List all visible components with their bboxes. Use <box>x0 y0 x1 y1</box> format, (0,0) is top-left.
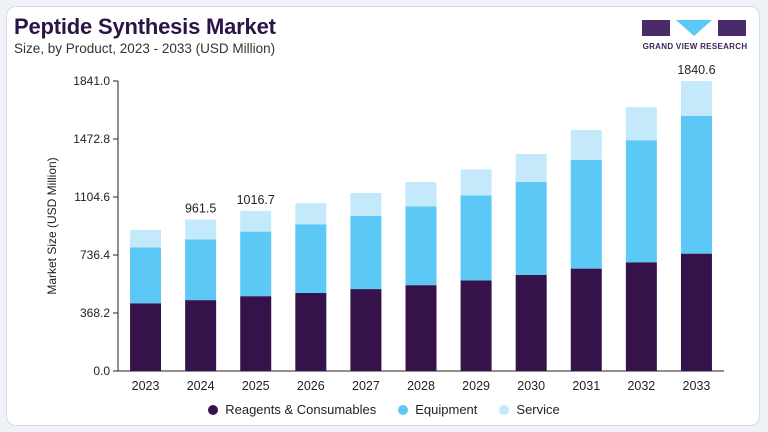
legend-item-reagents: Reagents & Consumables <box>208 402 376 417</box>
logo-mark-icon <box>642 20 746 36</box>
x-tick-label: 2028 <box>407 379 435 393</box>
data-label: 1016.7 <box>237 193 275 207</box>
x-tick-label: 2025 <box>242 379 270 393</box>
legend-label-service: Service <box>516 402 560 417</box>
y-tick-label: 1104.6 <box>74 190 110 204</box>
bar-segment-service <box>185 219 217 240</box>
chart-title: Peptide Synthesis Market <box>14 14 276 39</box>
bar-segment-equipment <box>570 159 602 269</box>
x-tick-label: 2027 <box>352 379 380 393</box>
bar-segment-service <box>680 81 712 116</box>
bar-segment-equipment <box>185 239 217 301</box>
bar-segment-service <box>570 129 602 160</box>
y-tick-label: 736.4 <box>80 248 110 262</box>
x-tick-label: 2033 <box>683 379 711 393</box>
bar-segment-equipment <box>515 181 547 275</box>
y-tick-label: 1841.0 <box>73 74 110 88</box>
bar-segment-reagents <box>570 268 602 371</box>
stacked-bar-chart: 0.0 368.2 736.4 1104.6 1472.8 1841.0 Market Si… <box>45 63 724 393</box>
x-tick-label: 2029 <box>462 379 490 393</box>
bar-segment-equipment <box>680 115 712 254</box>
data-label: 961.5 <box>185 202 216 216</box>
x-tick-label: 2030 <box>517 379 545 393</box>
bar-segment-reagents <box>130 303 162 371</box>
bar-segment-equipment <box>625 140 657 263</box>
bar-segment-service <box>515 153 547 182</box>
legend-swatch-equipment <box>398 404 409 415</box>
legend-item-equipment: Equipment <box>398 402 477 417</box>
bar-segment-service <box>625 107 657 141</box>
bar-segment-equipment <box>350 215 382 290</box>
bar-segment-service <box>405 181 437 207</box>
bar-segment-reagents <box>185 300 217 371</box>
bar-segment-service <box>130 230 162 248</box>
bar-segment-service <box>350 192 382 216</box>
legend-label-reagents: Reagents & Consumables <box>225 402 377 417</box>
bar-segment-reagents <box>240 296 272 371</box>
x-tick-label: 2032 <box>627 379 655 393</box>
logo-text: GRAND VIEW RESEARCH <box>642 42 748 51</box>
bar-segment-service <box>295 203 327 225</box>
chart-legend: Reagents & Consumables Equipment Service <box>0 402 768 417</box>
x-tick-label: 2031 <box>572 379 600 393</box>
y-tick-label: 368.2 <box>80 306 110 320</box>
x-tick-label: 2023 <box>132 379 160 393</box>
chart-subtitle: Size, by Product, 2023 - 2033 (USD Milli… <box>14 41 276 56</box>
bar-segment-equipment <box>130 247 162 304</box>
bar-segment-service <box>240 210 272 232</box>
bar-segment-reagents <box>625 262 657 371</box>
bar-segment-equipment <box>460 195 492 281</box>
y-tick-label: 0.0 <box>93 364 110 378</box>
data-label: 1840.6 <box>677 63 715 77</box>
grand-view-research-logo: GRAND VIEW RESEARCH <box>636 18 754 52</box>
y-tick-label: 1472.8 <box>73 132 110 146</box>
bar-segment-service <box>460 169 492 196</box>
bar-segment-equipment <box>240 231 272 297</box>
x-tick-label: 2024 <box>187 379 215 393</box>
legend-item-service: Service <box>499 402 560 417</box>
x-tick-label: 2026 <box>297 379 325 393</box>
bar-segment-reagents <box>405 285 437 371</box>
legend-swatch-service <box>499 404 510 415</box>
bar-segment-equipment <box>295 224 327 294</box>
legend-label-equipment: Equipment <box>415 402 478 417</box>
bar-segment-reagents <box>295 293 327 371</box>
bar-segment-equipment <box>405 206 437 286</box>
y-axis-label: Market Size (USD Million) <box>45 157 59 294</box>
bar-segment-reagents <box>680 253 712 371</box>
bar-segment-reagents <box>515 274 547 371</box>
bar-segment-reagents <box>460 280 492 371</box>
legend-swatch-reagents <box>208 404 219 415</box>
bar-segment-reagents <box>350 289 382 371</box>
